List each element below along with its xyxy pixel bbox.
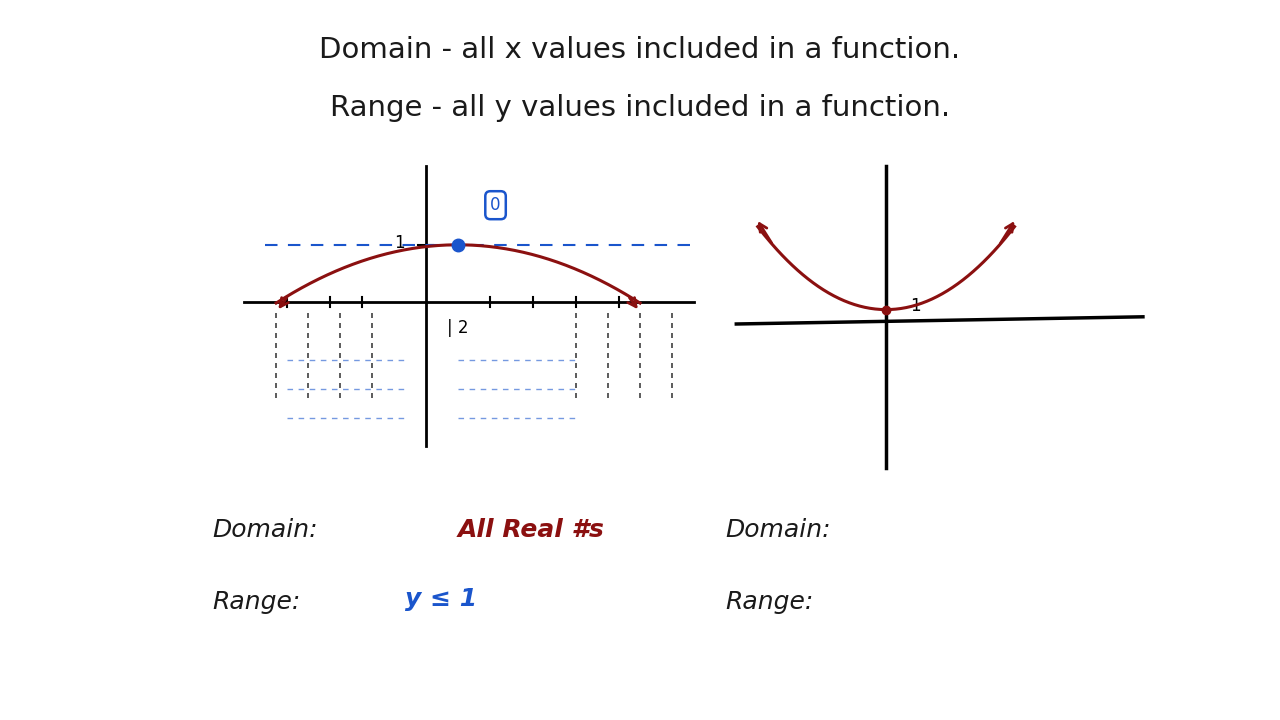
Text: Domain:: Domain: (726, 518, 831, 542)
Text: 1: 1 (910, 297, 920, 315)
Text: | 2: | 2 (448, 318, 468, 336)
Text: Range - all y values included in a function.: Range - all y values included in a funct… (330, 94, 950, 122)
Text: 0: 0 (490, 196, 500, 214)
Text: y ≤ 1: y ≤ 1 (404, 587, 476, 611)
Text: 1: 1 (394, 233, 404, 251)
Text: Domain:: Domain: (212, 518, 317, 542)
Text: All Real #s: All Real #s (458, 518, 605, 542)
Text: Domain - all x values included in a function.: Domain - all x values included in a func… (320, 36, 960, 64)
Text: Range:: Range: (212, 590, 301, 614)
Text: Range:: Range: (726, 590, 814, 614)
